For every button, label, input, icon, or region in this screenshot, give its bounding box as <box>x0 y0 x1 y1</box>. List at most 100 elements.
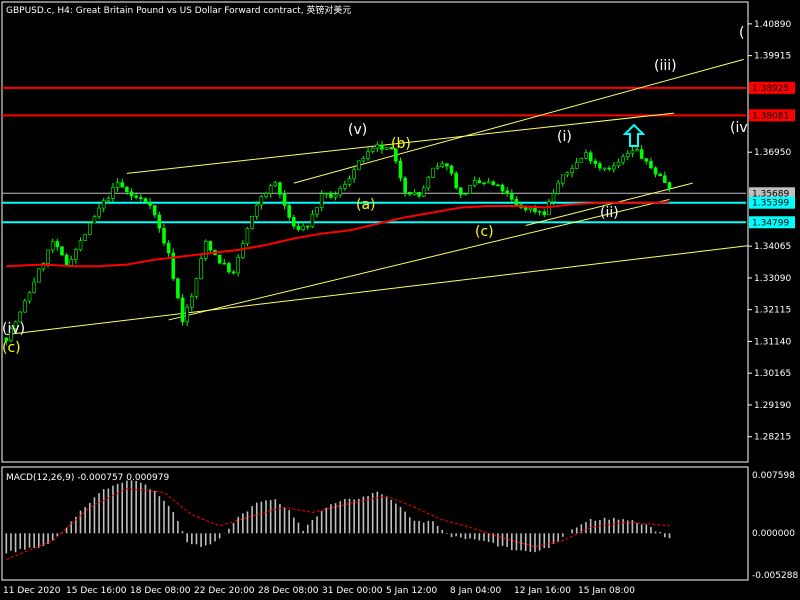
time-label-6: 5 Jan 12:00 <box>386 586 438 596</box>
candle-body <box>380 144 384 150</box>
horizontal-levels[interactable] <box>2 86 746 224</box>
price-candles <box>4 140 672 346</box>
wave-label-i: (i) <box>557 129 572 145</box>
candle-body <box>231 271 236 274</box>
wave-label-b: (b) <box>391 136 411 152</box>
candle-body <box>60 246 64 256</box>
candle-body <box>366 151 370 159</box>
candle-body <box>523 207 528 210</box>
candle-body <box>282 194 287 206</box>
trendline[interactable] <box>293 58 744 184</box>
candle-body <box>166 242 171 254</box>
level-label-text: 1.34799 <box>752 218 789 228</box>
time-label-8: 12 Jan 16:00 <box>514 586 571 596</box>
price-pane[interactable]: 1.40890 1.39915 1.36950 1.34065 1.33090 1.321… <box>1 1 795 463</box>
candle-body <box>69 259 74 266</box>
macd-tick-min: -0.005288 <box>752 571 798 581</box>
wave-label-c-mid: (c) <box>475 224 494 240</box>
macd-title: MACD(12,26,9) -0.000757 0.000979 <box>6 473 169 483</box>
candle-body <box>667 182 672 189</box>
price-tick-label: 1.28215 <box>754 433 791 443</box>
candle-body <box>533 207 537 213</box>
candle-body <box>468 184 472 195</box>
candle-body <box>421 187 426 197</box>
time-label-2: 18 Dec 08:00 <box>130 586 191 596</box>
candle-body <box>607 167 611 170</box>
candle-body <box>649 160 653 169</box>
candle-body <box>663 175 667 183</box>
candle-body <box>653 167 658 175</box>
price-tick-label: 1.32115 <box>754 306 791 316</box>
candle-body <box>268 185 273 194</box>
trendlines[interactable] <box>6 58 749 336</box>
trendline[interactable] <box>6 245 749 336</box>
candle-body <box>190 296 194 308</box>
candle-body <box>115 182 120 188</box>
candle-body <box>343 184 347 189</box>
candle-body <box>101 200 106 209</box>
wave-label-iii: (iii) <box>654 58 677 74</box>
level-label-bg <box>749 109 795 122</box>
candle-body <box>644 158 649 162</box>
time-label-7: 8 Jan 04:00 <box>450 586 502 596</box>
level-label-bg <box>749 187 795 200</box>
candle-body <box>176 278 180 299</box>
level-label-text: 1.35689 <box>752 189 789 199</box>
trendline[interactable] <box>525 182 693 226</box>
candle-body <box>505 190 509 194</box>
price-axis: 1.40890 1.39915 1.36950 1.34065 1.33090 1.321… <box>748 20 791 443</box>
candle-body <box>472 180 477 186</box>
candle-body <box>41 263 46 270</box>
wave-label-iv-left: (iv) <box>2 321 25 337</box>
wave-label-ii: (ii) <box>600 205 619 221</box>
candle-body <box>537 211 542 214</box>
time-axis: 11 Dec 2020 15 Dec 16:00 18 Dec 08:00 22… <box>3 586 635 596</box>
price-tick-label: 1.31140 <box>754 337 791 347</box>
candle-body <box>50 241 55 251</box>
price-tick-label: 1.40890 <box>754 20 791 30</box>
candle-body <box>602 167 607 170</box>
candle-body <box>574 162 579 169</box>
candle-body <box>222 262 227 265</box>
trendline[interactable] <box>126 112 675 174</box>
candle-body <box>347 178 352 185</box>
macd-pane[interactable]: MACD(12,26,9) -0.000757 0.000979 0.00759… <box>1 466 798 581</box>
candle-body <box>194 278 199 297</box>
candle-body <box>482 182 486 184</box>
candle-body <box>171 252 176 279</box>
candle-body <box>152 205 157 216</box>
candle-body <box>203 241 208 259</box>
candle-body <box>55 241 60 247</box>
candle-body <box>389 147 394 150</box>
candle-body <box>435 166 440 169</box>
candle-body <box>46 249 50 264</box>
candle-body <box>78 240 83 251</box>
candle-body <box>412 192 417 195</box>
candle-body <box>514 198 519 206</box>
candle-body <box>658 173 663 177</box>
up-arrow-icon[interactable] <box>622 123 646 147</box>
trendline[interactable] <box>168 198 670 321</box>
candle-body <box>616 161 621 167</box>
candle-body <box>445 163 449 167</box>
candle-body <box>32 281 36 293</box>
candle-body <box>310 214 315 227</box>
candle-body <box>593 160 598 164</box>
candle-body <box>565 172 570 176</box>
candle-body <box>129 191 134 197</box>
candle-body <box>157 214 162 229</box>
candle-body <box>356 160 361 171</box>
candle-body <box>570 168 574 173</box>
candle-body <box>621 156 625 163</box>
candle-body <box>338 188 343 196</box>
candle-body <box>584 152 588 159</box>
macd-pane-border <box>1 466 749 581</box>
candle-body <box>92 216 97 224</box>
candle-body <box>352 169 356 180</box>
candle-body <box>301 225 305 230</box>
time-label-9: 15 Jan 08:00 <box>578 586 635 596</box>
level-label-text: 1.38081 <box>752 111 789 121</box>
time-label-1: 15 Dec 16:00 <box>66 586 127 596</box>
